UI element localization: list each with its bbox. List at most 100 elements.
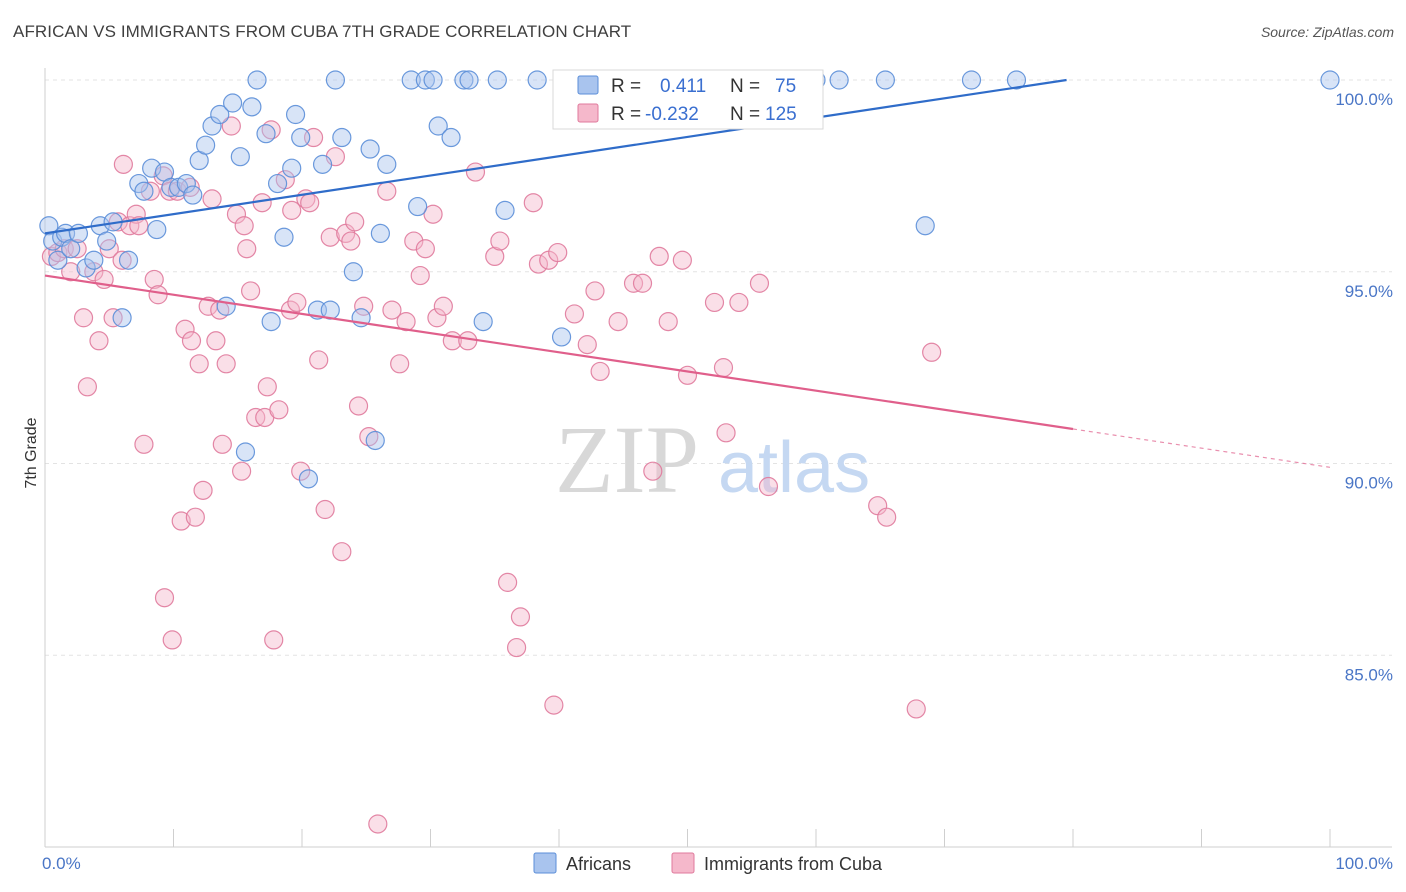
cuba-point-81 <box>427 308 447 328</box>
cuba-point-20 <box>144 269 164 290</box>
cuba-point-70 <box>354 296 374 316</box>
cuba-point-108 <box>704 292 725 313</box>
cuba-point-84 <box>458 331 478 351</box>
cuba-point-59 <box>300 193 320 213</box>
cuba-point-55 <box>282 200 302 220</box>
legend-r-value-africans: 0.411 <box>660 76 706 97</box>
africans-point-45 <box>332 127 352 148</box>
cuba-point-89 <box>506 637 527 658</box>
cuba-point-29 <box>180 177 200 197</box>
cuba-point-28 <box>175 319 195 339</box>
africans-point-75 <box>1320 70 1340 90</box>
cuba-point-113 <box>758 476 779 497</box>
chart-title: AFRICAN VS IMMIGRANTS FROM CUBA 7TH GRAD… <box>13 22 632 41</box>
cuba-point-30 <box>181 331 202 351</box>
trend-line-cuba-extension <box>1072 428 1331 468</box>
cuba-point-102 <box>632 273 653 293</box>
africans-point-49 <box>365 430 385 451</box>
africans-point-25 <box>202 116 222 136</box>
africans-point-31 <box>242 97 262 117</box>
africans-point-42 <box>312 154 333 174</box>
cuba-point-115 <box>877 507 897 527</box>
cuba-point-61 <box>309 350 329 370</box>
legend-n-value-cuba: 125 <box>765 104 797 125</box>
cuba-point-117 <box>922 342 942 362</box>
cuba-point-23 <box>154 588 175 608</box>
africans-point-0 <box>39 216 59 236</box>
trend-line-africans <box>44 78 1067 235</box>
cuba-point-74 <box>382 300 402 320</box>
y-tick-label-0: 100.0% <box>1335 90 1393 109</box>
africans-point-48 <box>360 139 380 159</box>
y-tick-label-2: 90.0% <box>1345 474 1393 493</box>
africans-point-46 <box>343 262 363 282</box>
cuba-point-62 <box>315 499 335 520</box>
legend-n-label-cuba: N = <box>730 104 760 125</box>
cuba-point-111 <box>729 292 749 313</box>
africans-point-29 <box>230 147 250 167</box>
x-tick-label-1: 100.0% <box>1335 854 1393 873</box>
cuba-point-72 <box>368 814 388 834</box>
cuba-point-50 <box>261 120 281 140</box>
cuba-point-8 <box>89 331 109 351</box>
legend-n-label-africans: N = <box>730 76 760 97</box>
africans-point-54 <box>415 70 435 90</box>
cuba-point-39 <box>216 354 236 374</box>
cuba-point-90 <box>510 607 531 627</box>
africans-point-17 <box>147 219 167 240</box>
africans-point-61 <box>487 70 507 90</box>
cuba-point-77 <box>404 231 424 251</box>
axes <box>44 68 1392 848</box>
correlation-legend: R = 0.411 N = 75 R = -0.232 N = 125 <box>552 69 824 130</box>
africans-point-73 <box>961 70 982 90</box>
cuba-point-45 <box>241 281 261 301</box>
cuba-point-25 <box>162 630 182 650</box>
cuba-point-57 <box>291 461 311 481</box>
africans-point-74 <box>1006 70 1027 90</box>
africans-point-40 <box>298 469 319 489</box>
africans-point-24 <box>196 135 216 155</box>
africans-point-8 <box>84 250 104 270</box>
africans-point-32 <box>247 70 267 90</box>
x-tick-labels: 0.0% 100.0% <box>42 854 1393 873</box>
africans-point-36 <box>274 227 294 247</box>
cuba-point-105 <box>658 312 678 332</box>
cuba-point-40 <box>221 116 241 136</box>
africans-point-12 <box>112 308 132 328</box>
africans-point-10 <box>97 231 117 251</box>
africans-point-28 <box>223 93 243 113</box>
africans-point-51 <box>377 154 397 174</box>
y-tick-label-1: 95.0% <box>1345 282 1393 301</box>
africans-point-50 <box>370 223 390 243</box>
cuba-point-33 <box>193 480 213 500</box>
africans-point-2 <box>48 250 68 270</box>
africans-point-71 <box>875 70 895 90</box>
chart-source: Source: ZipAtlas.com <box>1260 24 1394 40</box>
africans-point-38 <box>285 104 306 125</box>
africans-point-55 <box>423 70 443 90</box>
africans-point-62 <box>495 200 515 220</box>
cuba-point-88 <box>498 572 518 592</box>
africans-point-27 <box>216 296 236 316</box>
cuba-point-49 <box>257 377 277 397</box>
africans-point-21 <box>176 173 196 194</box>
africans-point-37 <box>282 158 302 178</box>
x-tick-label-0: 0.0% <box>42 854 81 873</box>
africans-point-13 <box>118 250 139 270</box>
cuba-point-78 <box>410 265 430 286</box>
bottom-legend-cuba: Immigrants from Cuba <box>704 854 883 874</box>
africans-point-63 <box>527 70 547 90</box>
cuba-point-31 <box>185 507 205 527</box>
cuba-point-82 <box>433 296 453 316</box>
cuba-point-76 <box>396 312 416 332</box>
africans-point-5 <box>61 239 81 259</box>
cuba-point-44 <box>237 239 257 259</box>
africans-point-7 <box>76 258 96 278</box>
cuba-point-56 <box>287 292 307 313</box>
cuba-point-21 <box>148 285 168 305</box>
cuba-point-79 <box>415 239 435 259</box>
cuba-point-10 <box>99 239 119 259</box>
legend-n-value-africans: 75 <box>775 76 796 97</box>
cuba-point-5 <box>73 308 94 328</box>
africans-point-60 <box>473 312 493 332</box>
